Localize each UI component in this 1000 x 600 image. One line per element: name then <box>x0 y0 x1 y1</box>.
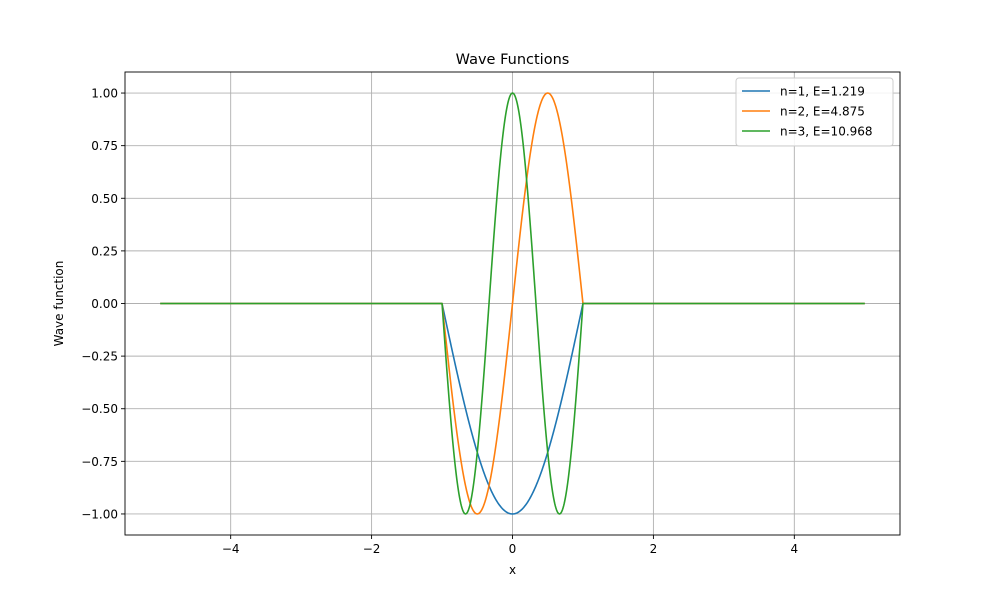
legend: n=1, E=1.219 n=2, E=4.875 n=3, E=10.968 <box>735 77 894 147</box>
y-tick-label: 0.50 <box>91 192 118 206</box>
legend-box <box>735 77 894 147</box>
series-lines <box>160 92 865 515</box>
series-line-n3 <box>160 92 865 515</box>
y-tick-label: −0.50 <box>81 402 118 416</box>
legend-label-n3: n=3, E=10.968 <box>780 125 873 139</box>
y-axis-label: Wave function <box>52 261 66 347</box>
y-tick-label: 1.00 <box>91 87 118 101</box>
legend-label-n2: n=2, E=4.875 <box>780 105 865 119</box>
x-tick-label: 2 <box>650 542 658 556</box>
y-tick-label: −0.25 <box>81 350 118 364</box>
x-axis-ticks: −4 −2 0 2 4 <box>222 535 798 556</box>
plot-area <box>124 71 901 536</box>
y-tick-label: −0.75 <box>81 455 118 469</box>
x-tick-label: 0 <box>509 542 517 556</box>
y-tick-label: 0.00 <box>91 297 118 311</box>
x-tick-label: −2 <box>363 542 381 556</box>
y-tick-label: 0.75 <box>91 139 118 153</box>
legend-label-n1: n=1, E=1.219 <box>780 85 865 99</box>
x-axis-label: x <box>509 563 516 577</box>
grid-y <box>125 92 900 515</box>
x-tick-label: −4 <box>222 542 240 556</box>
y-tick-label: −1.00 <box>81 507 118 521</box>
y-axis-ticks: −1.00 −0.75 −0.50 −0.25 0.00 0.25 0.50 0.75 1.00 <box>81 87 125 521</box>
x-tick-label: 4 <box>790 542 798 556</box>
chart-title: Wave Functions <box>456 52 570 68</box>
y-tick-label: 0.25 <box>91 244 118 258</box>
